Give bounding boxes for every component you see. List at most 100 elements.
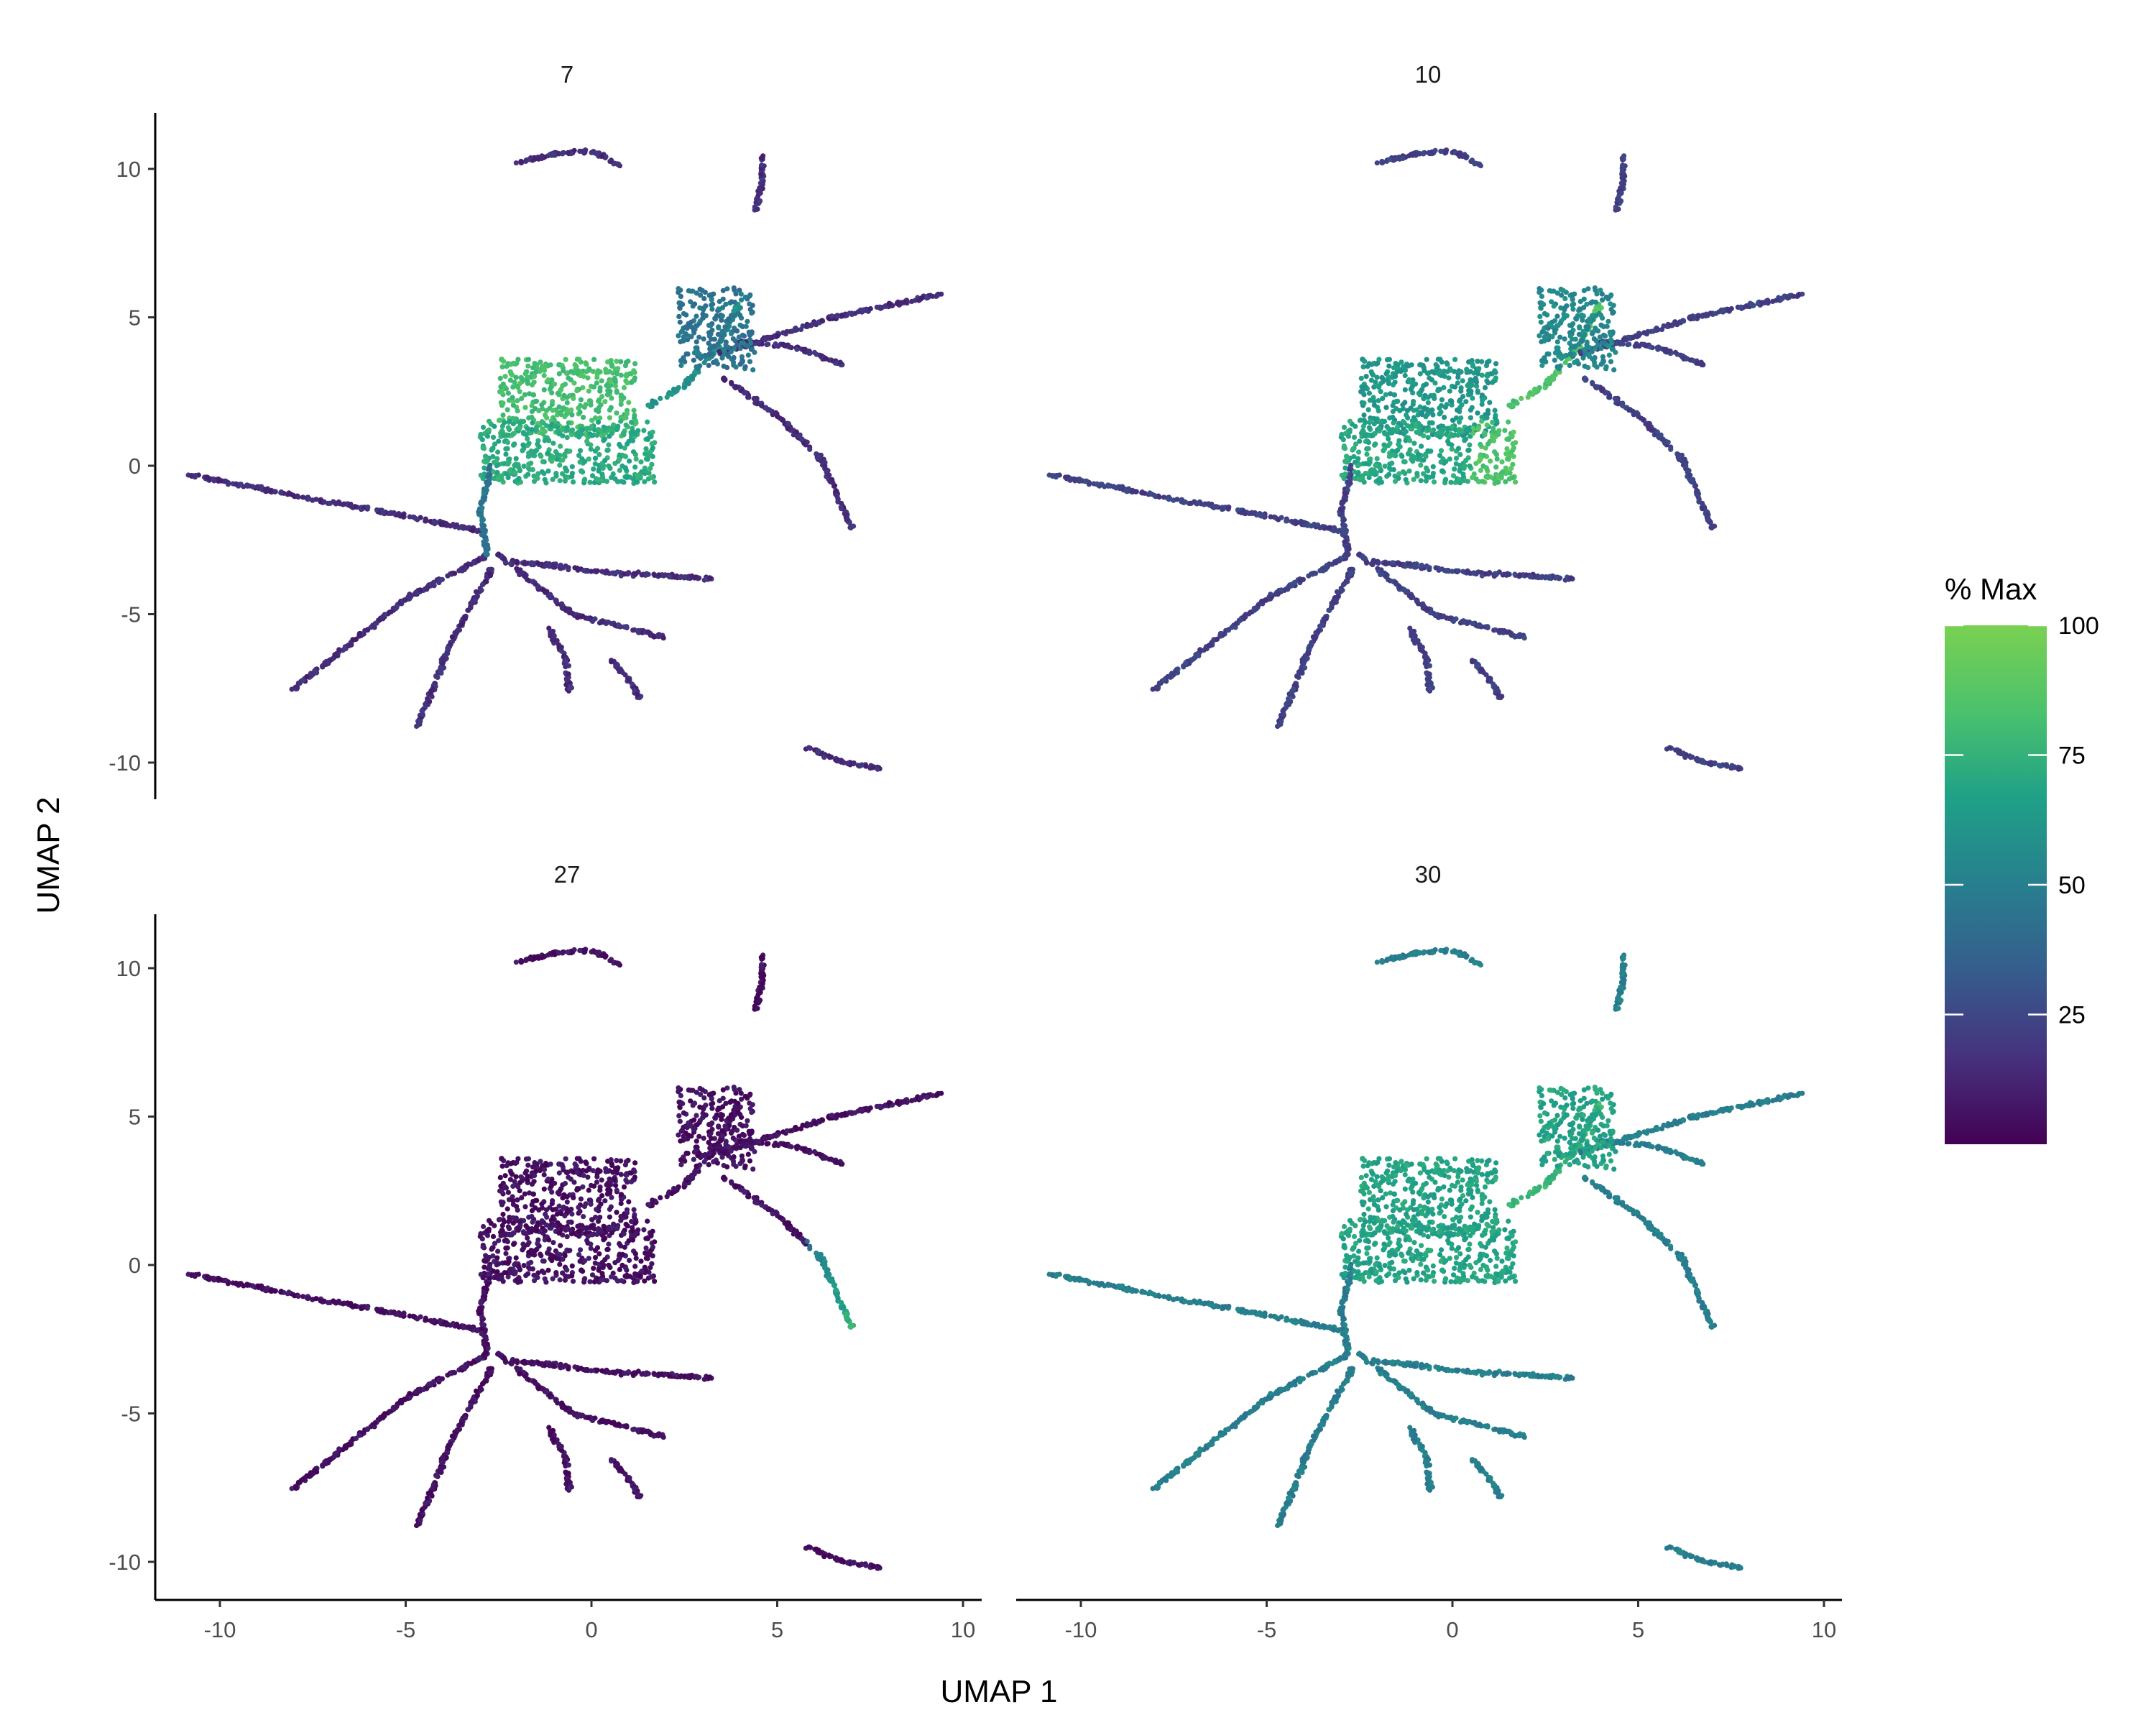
data-point	[563, 356, 568, 362]
data-point	[508, 371, 514, 377]
data-point	[1530, 391, 1536, 397]
data-point	[305, 497, 310, 502]
data-point	[676, 313, 682, 319]
data-point	[635, 691, 640, 698]
data-point	[1315, 627, 1321, 633]
data-point	[1154, 684, 1160, 690]
data-point	[623, 415, 629, 420]
data-point	[589, 424, 594, 430]
data-point	[533, 581, 538, 587]
data-point	[520, 430, 527, 436]
data-point	[629, 419, 635, 426]
data-point	[645, 436, 651, 443]
data-point	[1105, 483, 1111, 489]
data-point	[550, 638, 557, 643]
data-point	[612, 476, 618, 482]
data-point	[1623, 337, 1628, 343]
data-point	[650, 445, 656, 451]
data-point	[1554, 574, 1560, 580]
data-point	[719, 334, 725, 339]
data-point	[1475, 410, 1480, 416]
data-point	[576, 429, 582, 435]
data-point	[645, 419, 650, 425]
data-point	[529, 414, 535, 420]
data-point	[584, 568, 590, 574]
data-point	[1666, 348, 1672, 354]
data-point	[1340, 532, 1345, 538]
data-point	[1613, 397, 1619, 402]
data-point	[617, 467, 623, 474]
data-point	[289, 686, 295, 692]
data-point	[719, 328, 725, 334]
data-point	[1546, 375, 1552, 382]
data-point	[418, 587, 423, 593]
data-point	[1763, 299, 1769, 305]
data-point	[535, 561, 541, 566]
data-point	[1323, 615, 1329, 621]
data-point	[1621, 155, 1626, 161]
data-point	[571, 380, 577, 386]
data-point	[594, 446, 601, 451]
data-point	[356, 632, 362, 639]
data-point	[480, 424, 487, 431]
data-point	[924, 295, 930, 301]
data-point	[1263, 597, 1269, 603]
data-point	[238, 482, 244, 487]
data-point	[624, 474, 630, 481]
data-point	[760, 181, 765, 187]
data-point	[627, 371, 633, 377]
data-point	[699, 288, 706, 293]
data-point	[1422, 661, 1428, 666]
data-point	[541, 367, 548, 373]
data-point	[1467, 384, 1473, 390]
data-point	[747, 301, 752, 307]
data-point	[567, 448, 573, 454]
data-point	[512, 470, 518, 476]
data-point	[449, 634, 456, 640]
data-point	[439, 576, 446, 582]
data-point	[1465, 620, 1471, 625]
data-point	[415, 517, 420, 523]
data-point	[535, 471, 541, 477]
data-point	[756, 340, 762, 346]
data-point	[875, 766, 880, 772]
data-point	[757, 186, 763, 192]
data-point	[1493, 361, 1499, 367]
data-point	[630, 438, 636, 443]
data-point	[1182, 499, 1188, 505]
data-point	[715, 341, 721, 347]
data-point	[557, 462, 563, 468]
data-point	[428, 581, 434, 587]
data-point	[609, 659, 614, 665]
data-point	[423, 702, 428, 707]
data-point	[650, 398, 655, 404]
data-point	[626, 400, 632, 405]
data-point	[1618, 190, 1624, 196]
data-point	[552, 423, 558, 429]
data-point	[604, 568, 609, 574]
data-point	[482, 465, 487, 471]
data-point	[690, 303, 696, 309]
data-point	[645, 629, 651, 635]
data-point	[572, 362, 578, 368]
data-point	[837, 359, 843, 365]
data-point	[757, 190, 763, 196]
data-point	[1393, 156, 1399, 162]
data-point	[1402, 387, 1408, 392]
data-point	[749, 310, 755, 316]
data-point	[749, 329, 755, 335]
data-point	[694, 364, 699, 369]
data-point	[286, 490, 292, 496]
data-point	[645, 456, 650, 462]
data-point	[794, 327, 800, 333]
data-point	[1436, 615, 1442, 620]
data-point	[626, 677, 632, 683]
data-point	[1603, 390, 1608, 396]
data-point	[531, 479, 538, 484]
data-point	[1683, 463, 1689, 469]
data-point	[1322, 525, 1327, 531]
data-point	[1404, 412, 1409, 418]
data-point	[1383, 561, 1388, 567]
data-point	[1791, 293, 1797, 299]
data-point	[1254, 606, 1260, 612]
